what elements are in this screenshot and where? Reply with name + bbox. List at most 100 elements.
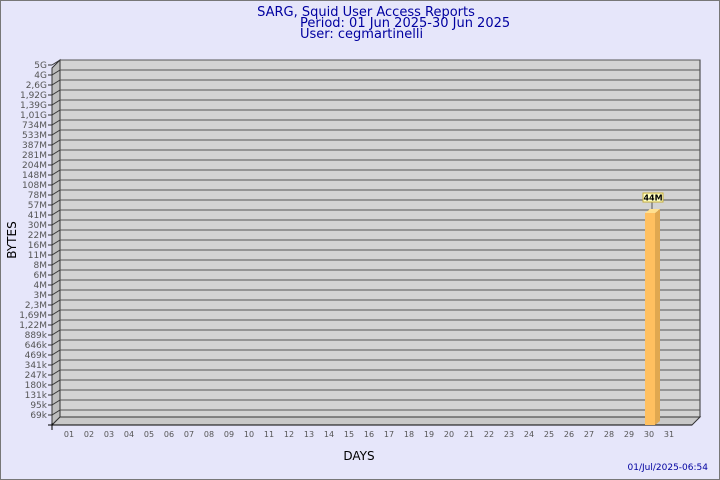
y-tick-label: 95k — [30, 401, 47, 411]
y-tick-label: 2,3M — [25, 301, 47, 311]
y-tick-depth — [51, 219, 61, 226]
y-tick-label: 3M — [34, 291, 48, 301]
x-tick-label: 19 — [424, 430, 434, 439]
y-tick-depth — [51, 169, 61, 176]
y-tick-label: 148M — [22, 171, 47, 181]
x-tick-label: 05 — [144, 430, 154, 439]
x-tick-label: 07 — [184, 430, 194, 439]
chart-title: SARG, Squid User Access Reports — [257, 5, 475, 20]
y-tick-depth — [51, 379, 61, 386]
y-tick-label: 30M — [28, 221, 47, 231]
y-tick-label: 281M — [22, 151, 47, 161]
y-tick-depth — [51, 199, 61, 206]
bar-side — [655, 209, 660, 425]
y-tick-label: 1,92G — [20, 91, 47, 101]
y-tick-depth — [51, 249, 61, 256]
y-tick-depth — [51, 359, 61, 366]
y-tick-depth — [51, 309, 61, 316]
y-tick-label: 131k — [25, 391, 48, 401]
y-tick-label: 4G — [34, 71, 47, 81]
y-tick-label: 11M — [28, 251, 47, 261]
x-tick-label: 27 — [584, 430, 594, 439]
x-tick-label: 29 — [624, 430, 634, 439]
y-tick-depth — [51, 89, 61, 96]
y-tick-label: 57M — [28, 201, 47, 211]
x-tick-label: 16 — [364, 430, 374, 439]
y-tick-label: 8M — [34, 261, 48, 271]
x-tick-label: 04 — [124, 430, 134, 439]
x-tick-label: 30 — [644, 430, 654, 439]
y-tick-depth — [51, 339, 61, 346]
x-tick-label: 03 — [104, 430, 114, 439]
x-tick-label: 28 — [604, 430, 614, 439]
y-tick-depth — [51, 209, 61, 216]
y-tick-label: 41M — [28, 211, 47, 221]
y-tick-depth — [51, 159, 61, 166]
y-tick-depth — [51, 189, 61, 196]
x-axis-label: DAYS — [343, 449, 374, 463]
y-tick-label: 180k — [25, 381, 48, 391]
y-tick-label: 204M — [22, 161, 47, 171]
y-tick-label: 387M — [22, 141, 47, 151]
y-tick-label: 889k — [25, 331, 48, 341]
x-tick-label: 25 — [544, 430, 554, 439]
y-tick-depth — [51, 259, 61, 266]
x-tick-label: 06 — [164, 430, 174, 439]
y-tick-label: 341k — [25, 361, 48, 371]
y-tick-label: 69k — [30, 411, 47, 421]
y-tick-depth — [51, 239, 61, 246]
plot-back-panel — [59, 59, 701, 418]
bar-top — [645, 209, 660, 214]
y-tick-label: 1,39G — [20, 101, 47, 111]
x-tick-label: 23 — [504, 430, 514, 439]
y-tick-depth — [51, 229, 61, 236]
y-tick-depth — [51, 409, 61, 416]
y-tick-depth — [51, 79, 61, 86]
x-tick-label: 18 — [404, 430, 414, 439]
y-tick-label: 533M — [22, 131, 47, 141]
y-tick-label: 2,6G — [26, 81, 47, 91]
x-tick-label: 09 — [224, 430, 234, 439]
x-tick-label: 24 — [524, 430, 534, 439]
x-tick-label: 26 — [564, 430, 574, 439]
y-tick-label: 1,22M — [19, 321, 47, 331]
x-tick-label: 31 — [664, 430, 674, 439]
chart-user: User: cegmartinelli — [300, 27, 423, 42]
y-tick-label: 1,69M — [19, 311, 47, 321]
y-tick-label: 16M — [28, 241, 47, 251]
y-tick-label: 469k — [25, 351, 48, 361]
y-tick-depth — [51, 179, 61, 186]
x-tick-label: 02 — [84, 430, 94, 439]
y-tick-depth — [51, 139, 61, 146]
plot-area: 5G4G2,6G1,92G1,39G1,01G734M533M387M281M2… — [19, 58, 702, 439]
x-tick-label: 20 — [444, 430, 454, 439]
x-tick-label: 21 — [464, 430, 474, 439]
y-tick-label: 108M — [22, 181, 47, 191]
y-tick-depth — [51, 289, 61, 296]
y-tick-depth — [51, 349, 61, 356]
y-tick-depth — [51, 389, 61, 396]
x-tick-label: 10 — [244, 430, 254, 439]
y-tick-depth — [51, 69, 61, 76]
x-tick-label: 01 — [64, 430, 74, 439]
x-tick-label: 11 — [264, 430, 274, 439]
bar-label-box — [642, 192, 664, 203]
y-tick-depth — [51, 269, 61, 276]
plot-floor — [50, 416, 702, 426]
timestamp: 01/Jul/2025-06:54 — [628, 463, 709, 473]
x-tick-label: 17 — [384, 430, 394, 439]
y-tick-depth — [51, 369, 61, 376]
x-tick-label: 22 — [484, 430, 494, 439]
y-tick-label: 646k — [25, 341, 48, 351]
y-tick-label: 4M — [34, 281, 48, 291]
y-axis-label: BYTES — [5, 221, 19, 258]
x-tick-label: 13 — [304, 430, 314, 439]
y-tick-depth — [51, 129, 61, 136]
y-tick-label: 22M — [28, 231, 47, 241]
y-tick-label: 734M — [22, 121, 47, 131]
y-tick-depth — [51, 399, 61, 406]
x-tick-label: 14 — [324, 430, 334, 439]
x-tick-label: 12 — [284, 430, 294, 439]
chart-period: Period: 01 Jun 2025-30 Jun 2025 — [300, 16, 510, 31]
